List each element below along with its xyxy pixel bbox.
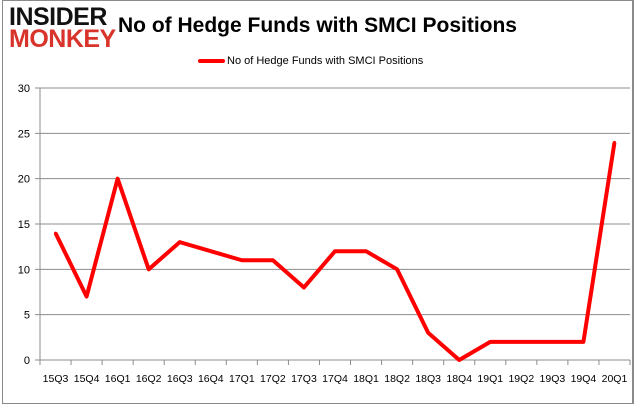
x-tick-label: 17Q4 bbox=[322, 373, 348, 385]
x-tick-label: 16Q4 bbox=[198, 373, 224, 385]
y-tick-label: 30 bbox=[18, 83, 30, 95]
x-tick-label: 20Q1 bbox=[602, 373, 628, 385]
x-tick-label: 17Q1 bbox=[229, 373, 255, 385]
y-tick-label: 15 bbox=[18, 219, 30, 231]
logo-line2: MONKEY bbox=[9, 25, 116, 53]
data-point bbox=[519, 340, 523, 344]
data-point bbox=[550, 340, 554, 344]
chart-title: No of Hedge Funds with SMCI Positions bbox=[118, 14, 517, 37]
y-tick-label: 25 bbox=[18, 128, 30, 140]
data-point bbox=[178, 240, 182, 244]
data-point bbox=[209, 249, 213, 253]
data-point bbox=[364, 249, 368, 253]
data-point bbox=[302, 285, 306, 289]
data-point bbox=[271, 258, 275, 262]
x-tick-label: 18Q1 bbox=[353, 373, 379, 385]
data-point bbox=[612, 140, 616, 144]
x-tick-label: 15Q3 bbox=[43, 373, 69, 385]
y-tick-label: 20 bbox=[18, 174, 30, 186]
y-tick-label: 0 bbox=[24, 355, 30, 367]
x-tick-label: 17Q2 bbox=[260, 373, 286, 385]
x-tick-label: 19Q1 bbox=[477, 373, 503, 385]
legend: No of Hedge Funds with SMCI Positions bbox=[198, 55, 423, 67]
legend-swatch bbox=[198, 59, 225, 63]
x-tick-label: 19Q4 bbox=[571, 373, 597, 385]
y-tick-label: 5 bbox=[24, 310, 30, 322]
insider-monkey-logo: INSIDER MONKEY bbox=[9, 3, 116, 53]
data-point bbox=[395, 267, 399, 271]
x-tick-label: 18Q2 bbox=[384, 373, 410, 385]
x-tick-label: 16Q1 bbox=[105, 373, 131, 385]
x-tick-label: 16Q2 bbox=[136, 373, 162, 385]
x-tick-label: 19Q2 bbox=[508, 373, 534, 385]
data-point bbox=[240, 258, 244, 262]
x-tick-label: 19Q3 bbox=[540, 373, 566, 385]
x-tick-label: 15Q4 bbox=[74, 373, 100, 385]
data-point bbox=[426, 331, 430, 335]
x-tick-label: 18Q3 bbox=[415, 373, 441, 385]
data-point bbox=[54, 231, 58, 235]
data-point bbox=[581, 340, 585, 344]
data-point bbox=[85, 295, 89, 299]
x-tick-label: 18Q4 bbox=[446, 373, 472, 385]
x-tick-label: 16Q3 bbox=[167, 373, 193, 385]
legend-label: No of Hedge Funds with SMCI Positions bbox=[227, 55, 424, 67]
y-tick-label: 10 bbox=[18, 264, 30, 276]
x-tick-label: 17Q3 bbox=[291, 373, 317, 385]
data-point bbox=[333, 249, 337, 253]
data-point bbox=[147, 267, 151, 271]
data-point bbox=[116, 177, 120, 181]
logo-line1: INSIDER bbox=[9, 3, 107, 31]
data-point bbox=[488, 340, 492, 344]
data-point bbox=[457, 358, 461, 362]
